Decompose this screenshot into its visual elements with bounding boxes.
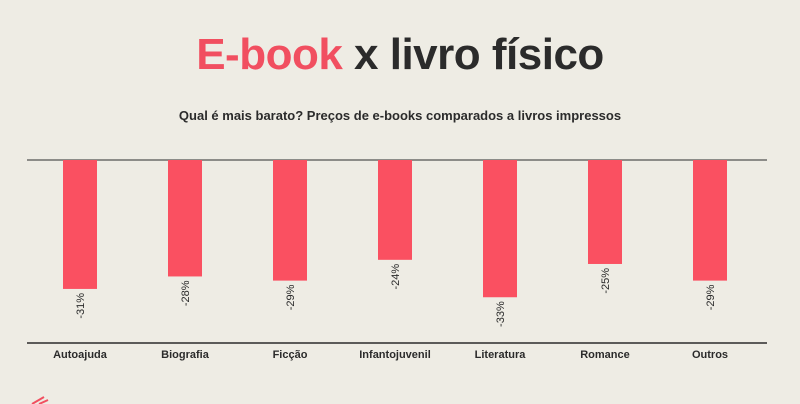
bar-5 bbox=[588, 160, 622, 264]
title-accent: E-book bbox=[196, 30, 343, 79]
data-label-3: -24% bbox=[390, 264, 402, 290]
chart-title: E-book x livro físico bbox=[0, 30, 800, 80]
bar-3 bbox=[378, 160, 412, 260]
category-label-2: Ficção bbox=[273, 349, 308, 361]
category-label-1: Biografia bbox=[161, 349, 210, 361]
category-label-6: Outros bbox=[692, 349, 728, 361]
data-label-5: -25% bbox=[600, 268, 612, 294]
data-label-4: -33% bbox=[495, 301, 507, 327]
bar-1 bbox=[168, 160, 202, 277]
logo-fragment-icon bbox=[31, 396, 49, 404]
category-label-5: Romance bbox=[580, 349, 630, 361]
category-label-3: Infantojuvenil bbox=[359, 349, 431, 361]
bar-6 bbox=[693, 160, 727, 281]
title-rest: x livro físico bbox=[354, 30, 604, 79]
data-label-6: -29% bbox=[705, 284, 717, 310]
data-label-0: -31% bbox=[75, 293, 87, 319]
data-label-2: -29% bbox=[285, 284, 297, 310]
category-label-4: Literatura bbox=[475, 349, 527, 361]
bar-0 bbox=[63, 160, 97, 289]
data-label-1: -28% bbox=[180, 280, 192, 306]
chart-subtitle: Qual é mais barato? Preços de e-books co… bbox=[178, 108, 622, 123]
bar-4 bbox=[483, 160, 517, 298]
category-label-0: Autoajuda bbox=[53, 349, 108, 361]
bar-2 bbox=[273, 160, 307, 281]
